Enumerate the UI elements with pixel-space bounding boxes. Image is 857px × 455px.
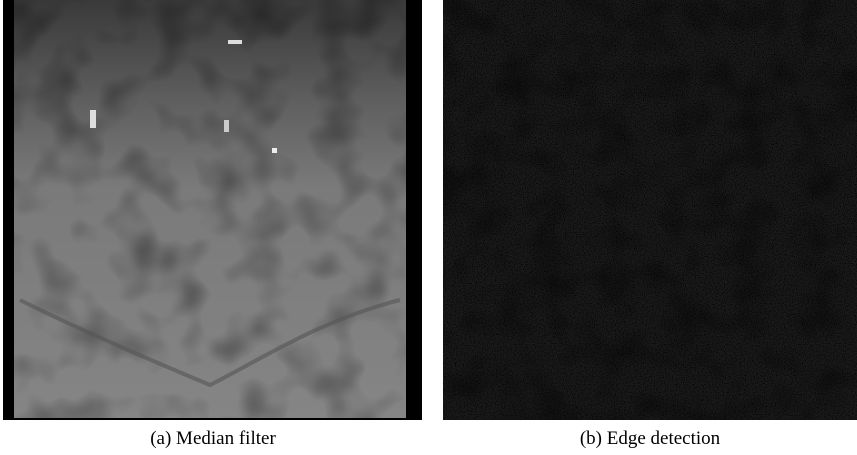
caption: (b) Edge detection [580,428,721,449]
edge-detection-image [443,0,857,420]
median-filter-image [3,0,422,420]
caption: (a) Median filter [150,428,276,449]
